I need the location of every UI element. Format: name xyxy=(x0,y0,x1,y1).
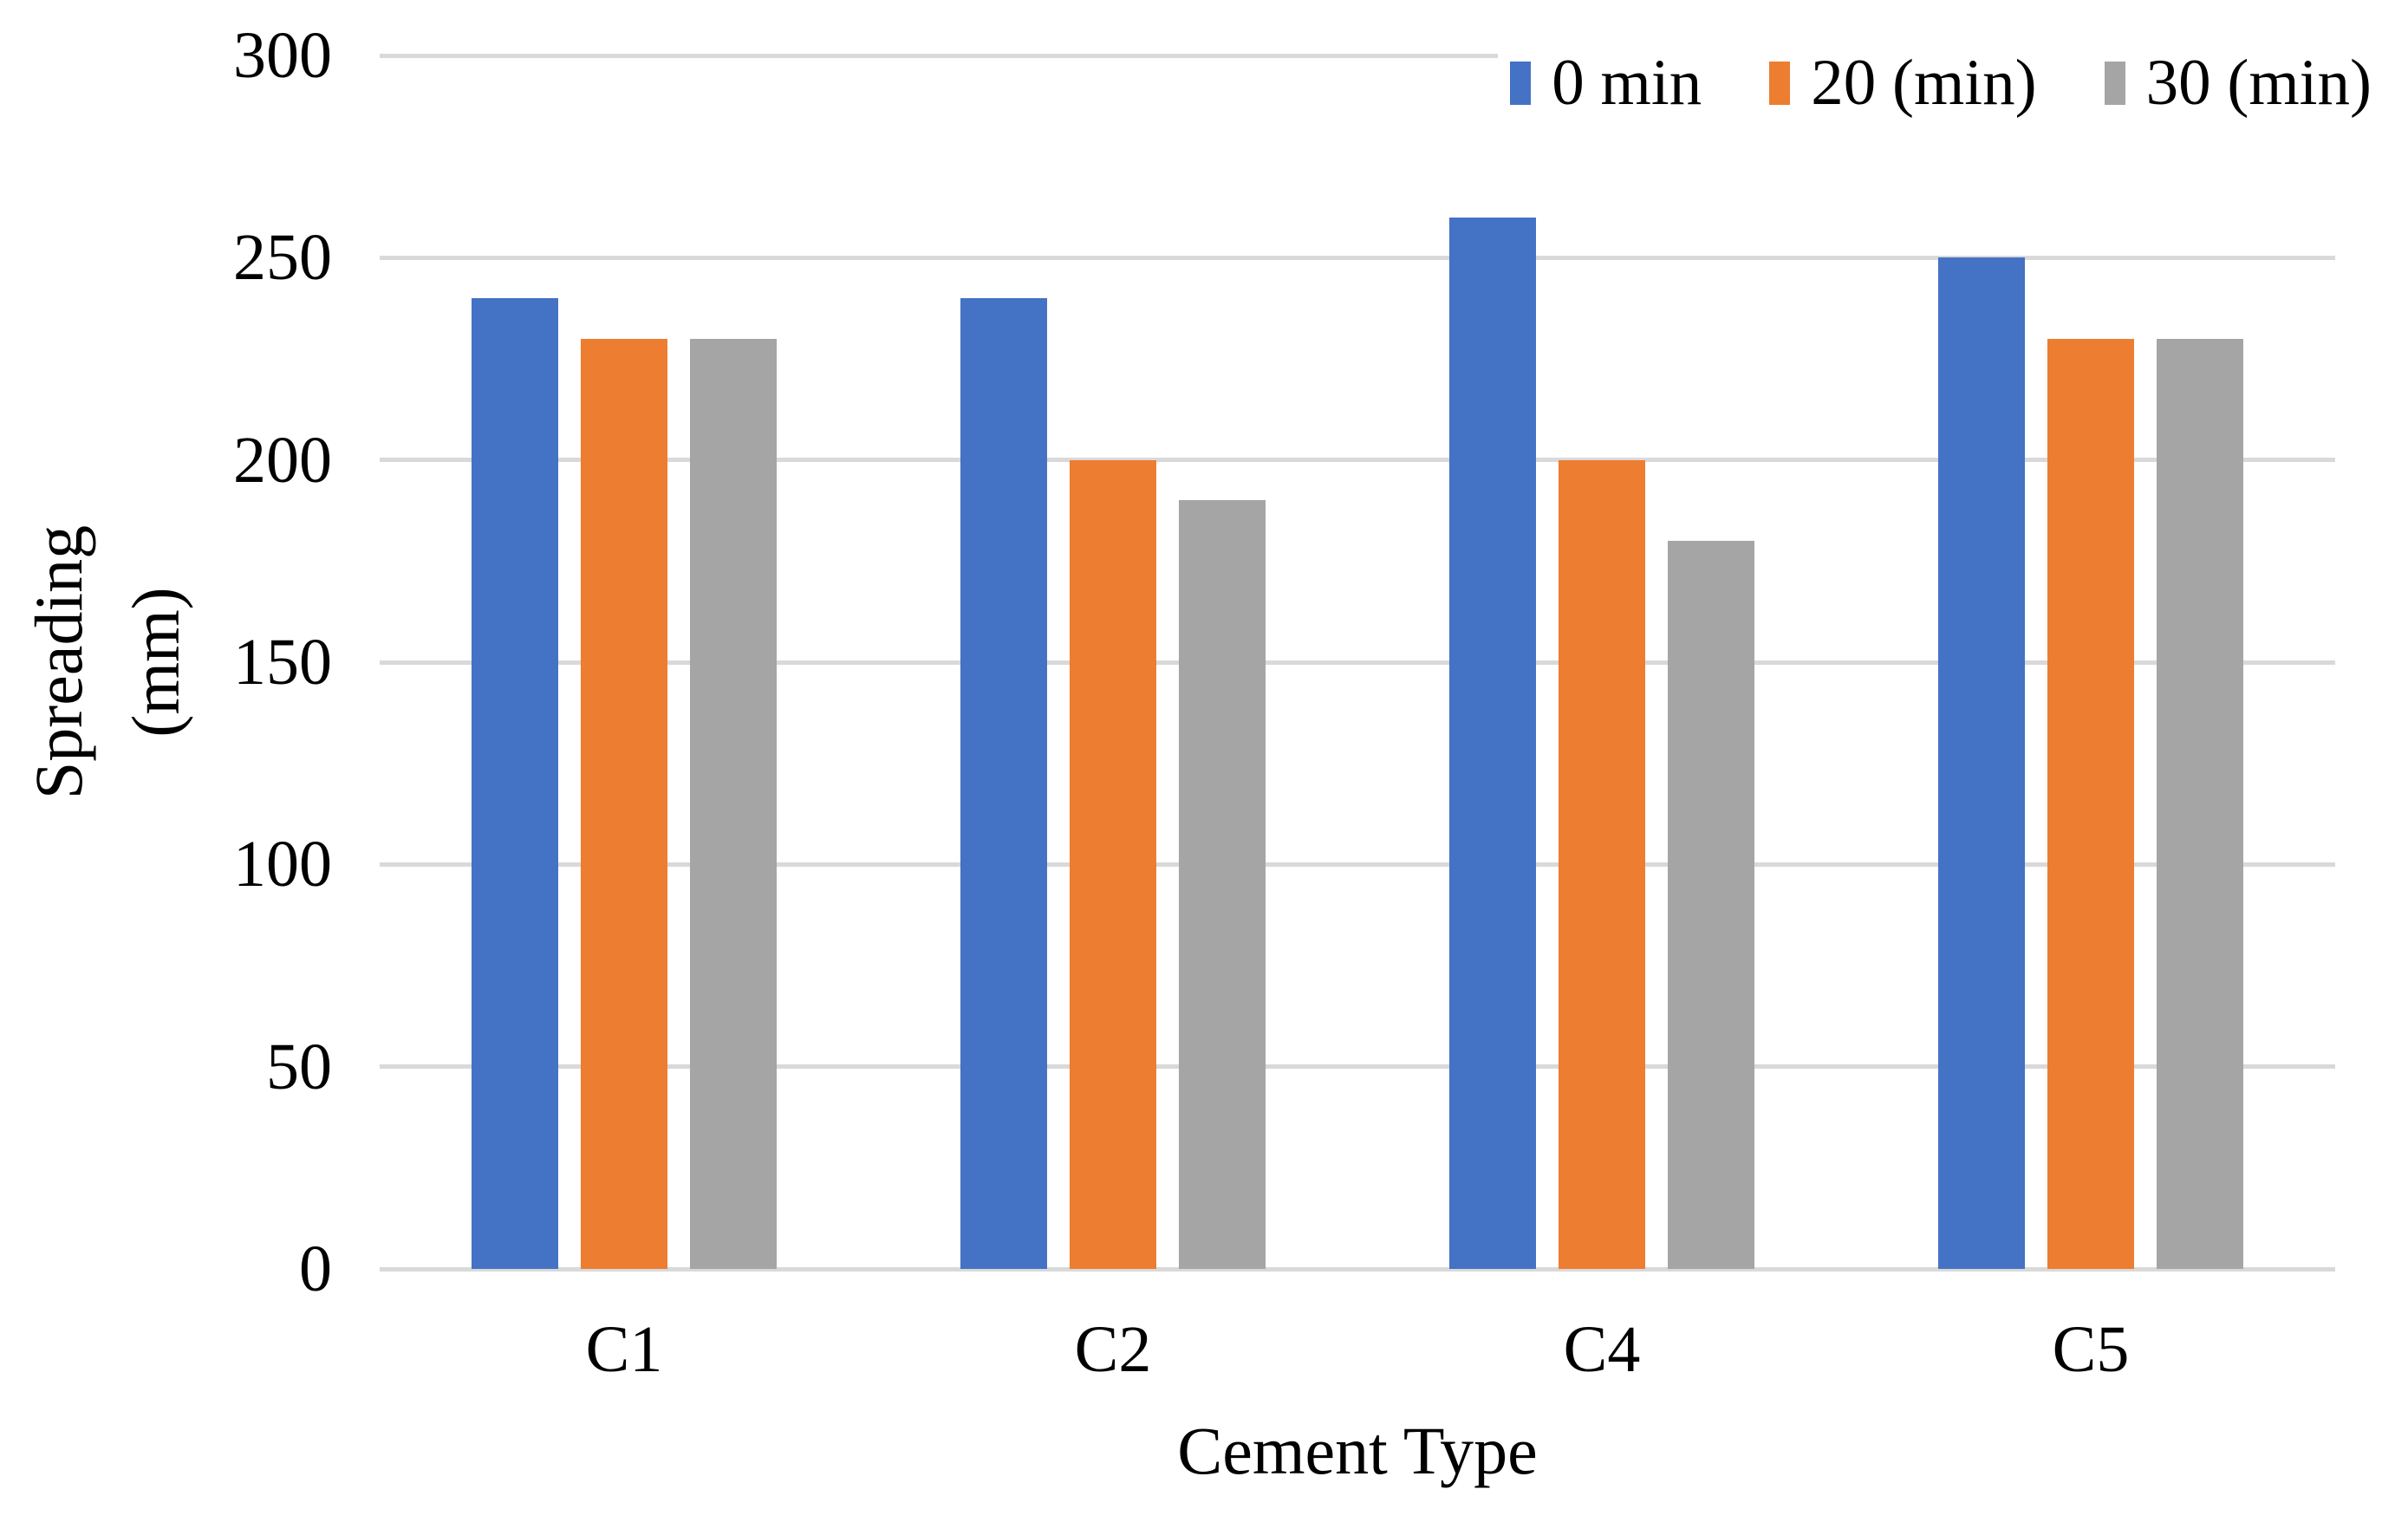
category-group-C4 xyxy=(1357,55,1846,1269)
bar-C1-20min xyxy=(581,338,667,1269)
legend-item-0min: 0 min xyxy=(1510,44,1702,122)
x-axis-tick-label-C4: C4 xyxy=(1563,1313,1641,1386)
y-axis-tick-label: 100 xyxy=(233,828,332,901)
chart-legend: 0 min 20 (min) 30 (min) xyxy=(1498,35,2384,132)
bar-C5-0min xyxy=(1938,257,2025,1269)
plot-area xyxy=(380,53,2335,1272)
bar-C4-0min xyxy=(1449,217,1536,1269)
gridline-y-200 xyxy=(380,458,2335,463)
y-axis-tick-label: 150 xyxy=(233,626,332,699)
bar-C5-20min xyxy=(2047,338,2134,1269)
gridline-y-300 xyxy=(380,53,2335,58)
gridline-y-250 xyxy=(380,255,2335,260)
category-group-C1 xyxy=(380,55,869,1269)
x-axis-tick-label-C2: C2 xyxy=(1074,1313,1152,1386)
bar-slots xyxy=(380,55,2335,1269)
legend-label: 30 (min) xyxy=(2145,47,2372,119)
bar-C5-30min xyxy=(2157,338,2243,1269)
x-axis-title: Cement Type xyxy=(1177,1413,1538,1488)
y-axis-tick-label: 200 xyxy=(233,423,332,497)
legend-swatch-icon xyxy=(1769,62,1791,105)
x-axis-tick-labels: C1 C2 C4 C5 xyxy=(380,1311,2335,1389)
x-axis-tick-label-C1: C1 xyxy=(585,1313,663,1386)
legend-item-30min: 30 (min) xyxy=(2104,44,2372,122)
gridline-y-150 xyxy=(380,660,2335,665)
gridline-y-50 xyxy=(380,1064,2335,1070)
legend-label: 20 (min) xyxy=(1811,47,2037,119)
gridline-y-0 xyxy=(380,1266,2335,1272)
category-group-C2 xyxy=(869,55,1357,1269)
y-axis-tick-label: 250 xyxy=(233,221,332,295)
legend-swatch-icon xyxy=(2104,62,2125,105)
legend-item-20min: 20 (min) xyxy=(1769,44,2037,122)
legend-swatch-icon xyxy=(1510,62,1532,105)
gridline-y-100 xyxy=(380,862,2335,867)
bar-C1-30min xyxy=(690,338,777,1269)
x-axis-tick-label-C5: C5 xyxy=(2052,1313,2130,1386)
y-axis-tick-label: 50 xyxy=(266,1030,332,1103)
bar-C2-30min xyxy=(1179,500,1266,1269)
bar-C2-20min xyxy=(1070,459,1156,1269)
legend-label: 0 min xyxy=(1552,47,1702,119)
y-axis-tick-label: 300 xyxy=(233,19,332,92)
bar-C1-0min xyxy=(472,298,558,1269)
category-group-C5 xyxy=(1846,55,2335,1269)
y-axis-tick-label: 0 xyxy=(299,1233,332,1305)
bar-C4-30min xyxy=(1668,541,1754,1269)
bar-C2-0min xyxy=(960,298,1047,1269)
bar-C4-20min xyxy=(1559,459,1645,1269)
